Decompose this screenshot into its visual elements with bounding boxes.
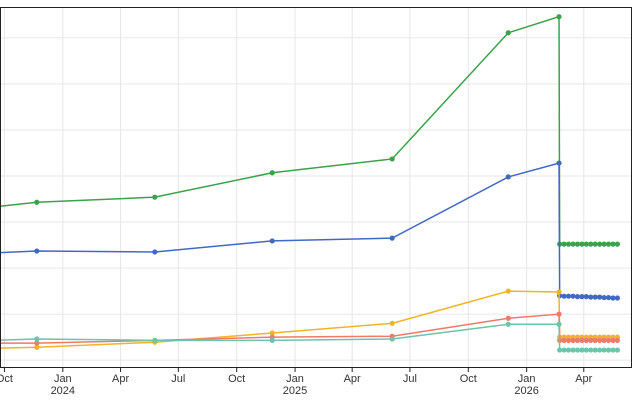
data-point xyxy=(583,241,589,247)
data-point xyxy=(389,336,395,342)
data-point xyxy=(601,347,607,353)
data-point xyxy=(605,241,612,247)
x-tick-label: Oct xyxy=(0,373,13,385)
data-point xyxy=(614,347,621,353)
data-point xyxy=(556,321,562,327)
data-point xyxy=(610,337,616,343)
x-tick-label: Apr xyxy=(343,373,361,385)
data-point xyxy=(152,337,158,343)
x-tick-label: Jul xyxy=(171,373,186,385)
data-point xyxy=(597,241,603,247)
data-point xyxy=(592,347,598,353)
data-point xyxy=(34,340,40,346)
data-point xyxy=(588,347,594,353)
data-point xyxy=(588,241,594,247)
x-tick-label: Jul xyxy=(402,373,417,385)
data-point xyxy=(269,238,275,244)
x-tick-label: Apr xyxy=(111,373,130,385)
data-point xyxy=(561,337,567,343)
x-tick-label: Jan 2025 xyxy=(282,373,308,397)
data-point xyxy=(574,294,581,300)
data-point xyxy=(556,311,562,317)
data-point xyxy=(505,321,511,327)
data-point xyxy=(588,337,594,343)
data-point xyxy=(597,347,603,353)
x-tick-label: Oct xyxy=(228,373,246,385)
data-point xyxy=(588,294,594,300)
data-point xyxy=(605,337,612,343)
data-point xyxy=(505,315,511,321)
data-point xyxy=(505,288,511,294)
data-point xyxy=(389,235,395,241)
data-point xyxy=(601,294,607,301)
data-point xyxy=(579,294,585,300)
data-point xyxy=(389,320,395,326)
series-line xyxy=(0,162,618,299)
data-point xyxy=(34,336,40,342)
data-point xyxy=(570,241,576,247)
data-point xyxy=(592,294,598,300)
data-point xyxy=(269,170,275,176)
data-point xyxy=(505,174,511,180)
data-point xyxy=(152,194,158,200)
data-point xyxy=(601,337,607,343)
data-point xyxy=(570,337,576,343)
plot-frame xyxy=(0,7,632,368)
data-point xyxy=(34,344,40,350)
data-point xyxy=(556,14,562,20)
data-point xyxy=(34,199,40,205)
data-point xyxy=(561,347,567,353)
data-point xyxy=(561,293,567,299)
data-point xyxy=(565,347,572,353)
data-point xyxy=(557,347,563,353)
data-point xyxy=(561,241,567,247)
data-point xyxy=(574,337,581,343)
data-point xyxy=(565,337,572,343)
data-point xyxy=(610,241,616,247)
x-tick-label: Oct xyxy=(459,373,477,385)
data-point xyxy=(597,337,603,343)
data-point xyxy=(592,337,598,343)
data-point xyxy=(597,294,603,300)
x-tick-label: Jan 2026 xyxy=(514,373,539,397)
x-tick-label: Jan 2024 xyxy=(50,373,76,397)
data-point xyxy=(583,294,589,300)
data-point xyxy=(610,295,616,301)
data-point xyxy=(614,337,621,343)
data-point xyxy=(583,347,589,353)
data-point xyxy=(570,293,576,299)
data-point xyxy=(565,293,572,299)
data-point xyxy=(583,337,589,343)
data-point xyxy=(605,294,612,301)
data-point xyxy=(574,347,581,353)
data-point xyxy=(556,289,562,295)
series-line xyxy=(0,313,618,344)
data-point xyxy=(34,248,40,254)
data-point xyxy=(614,241,621,247)
data-point xyxy=(152,249,158,255)
data-point xyxy=(601,241,607,247)
x-tick-label: Apr xyxy=(575,373,593,385)
data-point xyxy=(565,241,572,247)
data-point xyxy=(269,330,275,336)
data-point xyxy=(605,347,612,353)
data-point xyxy=(579,337,585,343)
data-point xyxy=(579,347,585,353)
data-point xyxy=(389,156,395,162)
data-point xyxy=(614,295,621,301)
data-point xyxy=(592,241,598,247)
data-point xyxy=(269,337,275,343)
data-point xyxy=(579,241,585,247)
data-point xyxy=(556,160,562,166)
data-point xyxy=(570,347,576,353)
data-point xyxy=(610,347,616,353)
data-point xyxy=(505,30,511,36)
data-point xyxy=(574,241,581,247)
